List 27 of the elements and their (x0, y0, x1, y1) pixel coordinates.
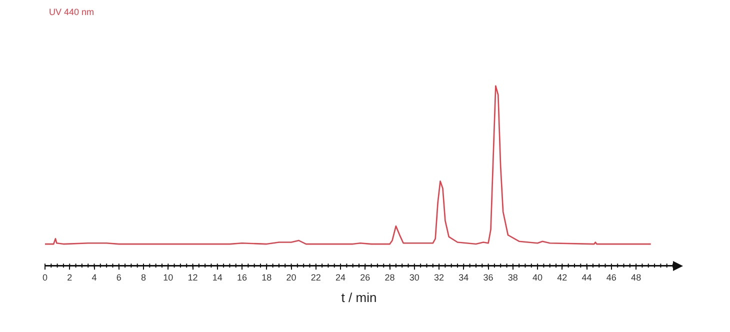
x-tick-label: 18 (262, 272, 272, 282)
x-tick-label: 20 (286, 272, 296, 282)
text: UV 440 nm (49, 6, 94, 17)
x-tick-label: 32 (434, 272, 444, 282)
x-tick-label: 42 (557, 272, 568, 282)
x-tick-label: 34 (458, 272, 469, 282)
x-tick-label: 46 (606, 272, 616, 282)
x-tick-label: 8 (141, 272, 146, 282)
x-axis-title: t / min (341, 290, 377, 305)
x-tick-label: 28 (384, 272, 395, 282)
x-tick-label: 2 (67, 272, 72, 282)
x-tick-label: 38 (508, 272, 518, 282)
x-tick-label: 22 (310, 272, 321, 282)
x-tick-label: 0 (42, 272, 48, 282)
x-tick-label: 26 (360, 272, 370, 282)
x-tick-label: 14 (212, 272, 222, 282)
x-tick-label: 36 (483, 272, 494, 282)
x-tick-label: 12 (188, 272, 198, 282)
x-tick-label: 30 (409, 272, 420, 282)
x-tick-label: 44 (582, 272, 592, 282)
x-tick-label: 48 (631, 272, 642, 282)
x-tick-label: 40 (532, 272, 543, 282)
x-tick-label: 16 (237, 272, 248, 282)
x-tick-label: 24 (336, 272, 346, 282)
x-tick-label: 4 (92, 272, 97, 282)
x-tick-label: 10 (163, 272, 174, 282)
x-tick-label: 6 (116, 272, 122, 282)
